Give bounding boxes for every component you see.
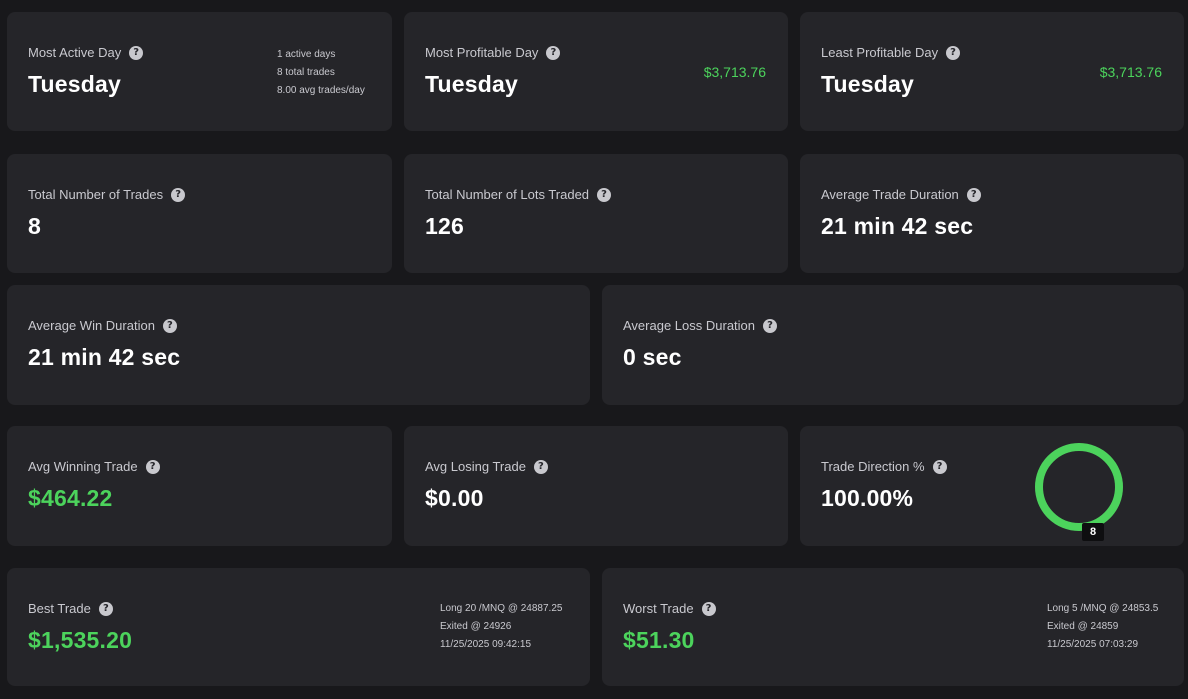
avg-win-duration-label: Average Win Duration [28, 318, 155, 333]
help-icon[interactable]: ? [533, 459, 548, 474]
worst-trade-exit: Exited @ 24859 [1047, 621, 1119, 632]
most-active-day-details: 1 active days 8 total trades 8.00 avg tr… [277, 46, 365, 100]
help-icon[interactable]: ? [98, 601, 113, 616]
avg-win-duration-card: Average Win Duration ? 21 min 42 sec [7, 285, 590, 405]
help-icon[interactable]: ? [162, 318, 177, 333]
trade-direction-value: 100.00% [821, 485, 914, 511]
active-days-count: 1 active days [277, 49, 336, 60]
avg-trades-per-day: 8.00 avg trades/day [277, 85, 365, 96]
worst-trade-timestamp: 11/25/2025 07:03:29 [1047, 639, 1139, 650]
avg-trade-duration-label: Average Trade Duration [821, 187, 959, 202]
trade-direction-label: Trade Direction % [821, 459, 925, 474]
best-trade-label: Best Trade [28, 601, 91, 616]
avg-winning-trade-label: Avg Winning Trade [28, 459, 138, 474]
best-trade-entry: Long 20 /MNQ @ 24887.25 [440, 603, 563, 614]
best-trade-value: $1,535.20 [28, 627, 133, 653]
total-lots-label: Total Number of Lots Traded [425, 187, 590, 202]
donut-long-segment[interactable] [1035, 443, 1123, 531]
avg-winning-trade-label-row: Avg Winning Trade ? [28, 459, 160, 474]
worst-trade-value: $51.30 [623, 627, 695, 653]
help-icon[interactable]: ? [129, 45, 144, 60]
total-lots-card: Total Number of Lots Traded ? 126 [404, 154, 788, 273]
least-profitable-day-card: Least Profitable Day ? Tuesday $3,713.76 [800, 12, 1184, 131]
avg-trade-duration-label-row: Average Trade Duration ? [821, 187, 981, 202]
best-trade-details: Long 20 /MNQ @ 24887.25 Exited @ 24926 1… [440, 600, 562, 654]
total-trades-value: 8 [28, 213, 41, 239]
most-profitable-day-card: Most Profitable Day ? Tuesday $3,713.76 [404, 12, 788, 131]
avg-losing-trade-label-row: Avg Losing Trade ? [425, 459, 548, 474]
worst-trade-label-row: Worst Trade ? [623, 601, 716, 616]
avg-trade-duration-value: 21 min 42 sec [821, 213, 974, 239]
avg-losing-trade-label: Avg Losing Trade [425, 459, 526, 474]
best-trade-timestamp: 11/25/2025 09:42:15 [440, 639, 532, 650]
avg-loss-duration-card: Average Loss Duration ? 0 sec [602, 285, 1184, 405]
least-profitable-day-amount: $3,713.76 [1099, 64, 1162, 80]
help-icon[interactable]: ? [171, 187, 186, 202]
avg-loss-duration-value: 0 sec [623, 344, 682, 370]
avg-winning-trade-value: $464.22 [28, 485, 113, 511]
total-lots-label-row: Total Number of Lots Traded ? [425, 187, 612, 202]
avg-trade-duration-card: Average Trade Duration ? 21 min 42 sec [800, 154, 1184, 273]
least-profitable-day-label-row: Least Profitable Day ? [821, 45, 961, 60]
worst-trade-details: Long 5 /MNQ @ 24853.5 Exited @ 24859 11/… [1047, 600, 1158, 654]
worst-trade-label: Worst Trade [623, 601, 694, 616]
most-profitable-day-value: Tuesday [425, 71, 519, 97]
avg-winning-trade-card: Avg Winning Trade ? $464.22 [7, 426, 392, 546]
most-active-day-card: Most Active Day ? Tuesday 1 active days … [7, 12, 392, 131]
least-profitable-day-value: Tuesday [821, 71, 915, 97]
total-trades-count: 8 total trades [277, 67, 335, 78]
help-icon[interactable]: ? [701, 601, 716, 616]
help-icon[interactable]: ? [597, 187, 612, 202]
best-trade-exit: Exited @ 24926 [440, 621, 512, 632]
help-icon[interactable]: ? [932, 459, 947, 474]
total-trades-label: Total Number of Trades [28, 187, 164, 202]
most-active-day-label-row: Most Active Day ? [28, 45, 144, 60]
help-icon[interactable]: ? [546, 45, 561, 60]
total-lots-value: 126 [425, 213, 464, 239]
avg-losing-trade-value: $0.00 [425, 485, 484, 511]
help-icon[interactable]: ? [966, 187, 981, 202]
avg-win-duration-value: 21 min 42 sec [28, 344, 181, 370]
total-trades-card: Total Number of Trades ? 8 [7, 154, 392, 273]
help-icon[interactable]: ? [145, 459, 160, 474]
trade-direction-card: Trade Direction % ? 100.00% 8 [800, 426, 1184, 546]
least-profitable-day-label: Least Profitable Day [821, 45, 939, 60]
avg-losing-trade-card: Avg Losing Trade ? $0.00 [404, 426, 788, 546]
avg-loss-duration-label: Average Loss Duration [623, 318, 756, 333]
most-profitable-day-label-row: Most Profitable Day ? [425, 45, 561, 60]
help-icon[interactable]: ? [946, 45, 961, 60]
most-profitable-day-amount: $3,713.76 [703, 64, 766, 80]
most-active-day-value: Tuesday [28, 71, 122, 97]
avg-win-duration-label-row: Average Win Duration ? [28, 318, 177, 333]
help-icon[interactable]: ? [763, 318, 778, 333]
trade-direction-donut[interactable] [1032, 440, 1126, 534]
worst-trade-entry: Long 5 /MNQ @ 24853.5 [1047, 603, 1159, 614]
trade-count-badge: 8 [1082, 523, 1104, 541]
trade-direction-label-row: Trade Direction % ? [821, 459, 947, 474]
avg-loss-duration-label-row: Average Loss Duration ? [623, 318, 778, 333]
worst-trade-card: Worst Trade ? $51.30 Long 5 /MNQ @ 24853… [602, 568, 1184, 686]
best-trade-label-row: Best Trade ? [28, 601, 113, 616]
total-trades-label-row: Total Number of Trades ? [28, 187, 186, 202]
most-active-day-label: Most Active Day [28, 45, 122, 60]
most-profitable-day-label: Most Profitable Day [425, 45, 539, 60]
best-trade-card: Best Trade ? $1,535.20 Long 20 /MNQ @ 24… [7, 568, 590, 686]
